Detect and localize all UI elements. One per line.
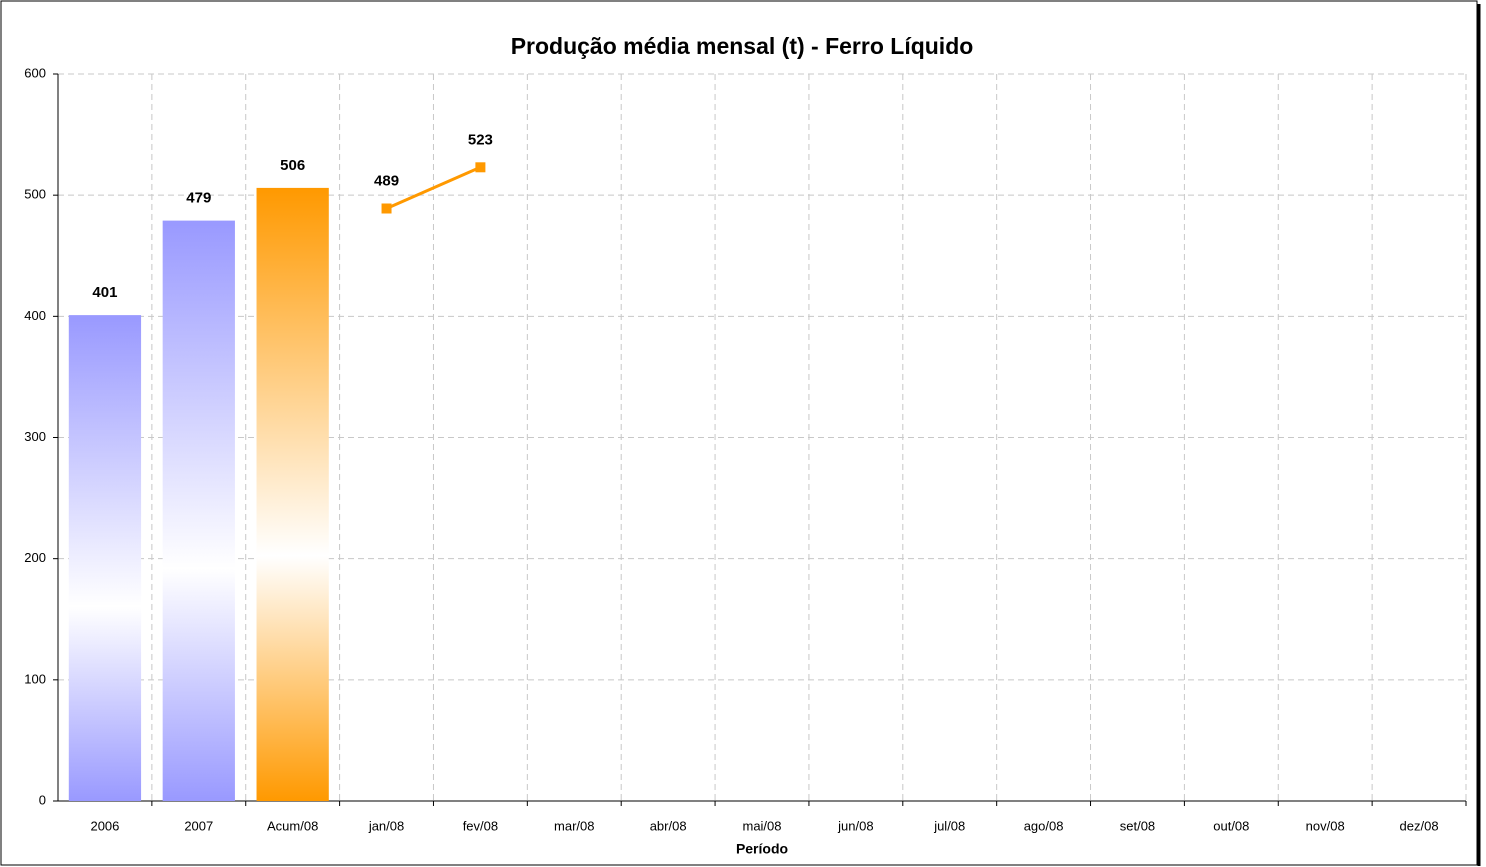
x-tick-label: nov/08 bbox=[1306, 818, 1345, 833]
x-tick-label: jun/08 bbox=[837, 818, 873, 833]
y-tick-label: 300 bbox=[24, 429, 46, 444]
x-tick-label: mai/08 bbox=[742, 818, 781, 833]
y-tick-label: 600 bbox=[24, 65, 46, 80]
data-label: 506 bbox=[280, 157, 305, 174]
bar bbox=[68, 315, 142, 801]
x-tick-label: 2006 bbox=[90, 818, 119, 833]
y-tick-label: 0 bbox=[39, 792, 46, 807]
x-tick-label: dez/08 bbox=[1400, 818, 1439, 833]
x-tick-label: jan/08 bbox=[368, 818, 404, 833]
x-tick-label: set/08 bbox=[1120, 818, 1155, 833]
x-tick-label: fev/08 bbox=[463, 818, 498, 833]
marker bbox=[475, 162, 486, 173]
x-tick-label: abr/08 bbox=[650, 818, 687, 833]
y-tick-label: 100 bbox=[24, 671, 46, 686]
x-tick-label: 2007 bbox=[184, 818, 213, 833]
x-tick-label: ago/08 bbox=[1024, 818, 1064, 833]
x-tick-label: jul/08 bbox=[933, 818, 965, 833]
data-label: 479 bbox=[186, 190, 211, 207]
data-label: 489 bbox=[374, 172, 399, 189]
data-label: 523 bbox=[468, 131, 493, 148]
line bbox=[385, 165, 482, 210]
data-label: 401 bbox=[92, 284, 117, 301]
y-tick-label: 500 bbox=[24, 187, 46, 202]
x-axis-label: Período bbox=[736, 841, 788, 857]
marker bbox=[381, 203, 392, 214]
bar bbox=[162, 220, 235, 801]
x-tick-label: out/08 bbox=[1213, 818, 1249, 833]
bar bbox=[256, 187, 329, 801]
x-tick-label: mar/08 bbox=[554, 818, 594, 833]
y-tick-label: 200 bbox=[24, 550, 46, 565]
chart-title: Produção média mensal (t) - Ferro Líquid… bbox=[511, 33, 974, 59]
x-tick-label: Acum/08 bbox=[267, 818, 318, 833]
y-tick-label: 400 bbox=[24, 308, 46, 323]
